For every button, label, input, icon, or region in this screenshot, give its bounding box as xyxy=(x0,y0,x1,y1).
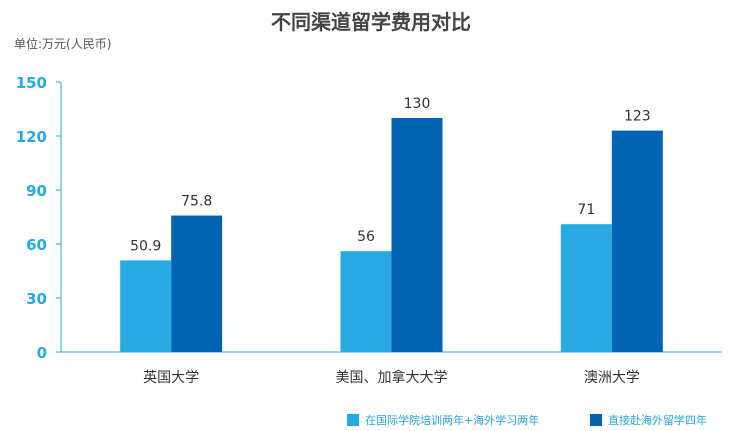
legend-item-series-1: 在国际学院培训两年+海外学习两年 xyxy=(347,412,539,428)
bar-series-2-2 xyxy=(391,118,443,352)
data-label: 56 xyxy=(357,229,375,245)
x-tick-label: 澳洲大学 xyxy=(584,370,640,386)
legend-swatch-series-2 xyxy=(590,414,602,426)
y-tick-label: 90 xyxy=(26,182,47,200)
legend-item-series-2: 直接赴海外留学四年 xyxy=(590,412,707,428)
bar-series-2-1 xyxy=(171,215,223,352)
data-label: 130 xyxy=(404,96,431,112)
unit-label: 单位:万元(人民币) xyxy=(14,37,112,51)
chart-title: 不同渠道留学费用对比 xyxy=(271,10,471,34)
legend-swatch-series-1 xyxy=(347,414,359,426)
y-tick-label: 120 xyxy=(16,128,47,146)
y-tick-label: 150 xyxy=(16,74,47,92)
bar-series-1-2 xyxy=(340,251,392,352)
bar-series-1-3 xyxy=(560,224,612,352)
data-label: 50.9 xyxy=(130,238,161,254)
legend-label-series-1: 在国际学院培训两年+海外学习两年 xyxy=(365,414,540,427)
data-label: 123 xyxy=(624,109,651,125)
bar-series-2-3 xyxy=(611,130,663,352)
legend-label-series-2: 直接赴海外留学四年 xyxy=(608,414,707,427)
x-tick-label: 英国大学 xyxy=(143,369,199,386)
y-tick-label: 30 xyxy=(26,290,47,308)
y-tick-label: 60 xyxy=(26,236,47,254)
x-tick-label: 美国、加拿大大学 xyxy=(336,369,448,386)
data-label: 71 xyxy=(577,202,595,218)
data-label: 75.8 xyxy=(181,194,212,210)
bar-series-1-1 xyxy=(120,260,172,352)
y-tick-label: 0 xyxy=(37,344,47,362)
